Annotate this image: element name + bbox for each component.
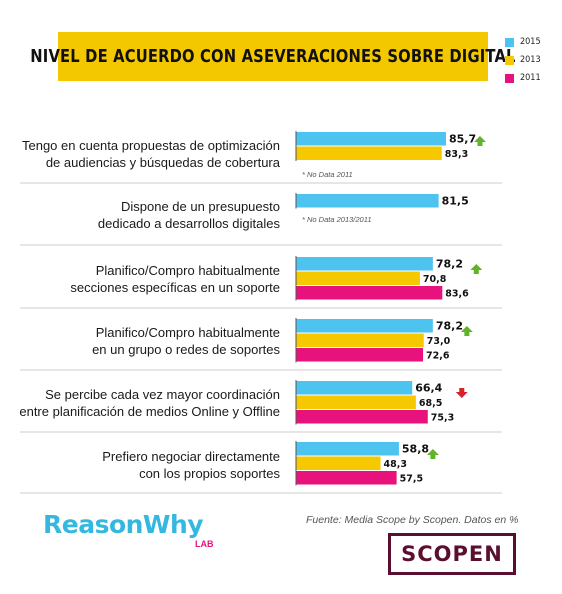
no-data-note: * No Data 2011 — [302, 170, 353, 179]
row-label-6: Prefiero negociar directamente con los pr… — [0, 448, 280, 482]
trend-up-arrow-icon — [470, 264, 483, 274]
legend-label-2013: 2013 — [520, 55, 541, 65]
legend-item-2013: 2013 — [505, 51, 541, 69]
bar-2015-3 — [296, 257, 433, 271]
bar-2013-5 — [296, 395, 416, 409]
legend-item-2011: 2011 — [505, 69, 541, 87]
row-label-line: Tengo en cuenta propuestas de optimizaci… — [21, 138, 280, 153]
bar-2011-3 — [296, 286, 443, 300]
row-label-line: de audiencias y búsquedas de cobertura — [45, 155, 280, 170]
data-label-2013-6: 48,3 — [384, 459, 407, 470]
trend-up-arrow-icon — [426, 449, 439, 459]
row-label-line: con los propios soportes — [139, 466, 280, 481]
data-label-2013-5: 68,5 — [419, 398, 442, 409]
row-label-4: Planifico/Compro habitualmente en un grup… — [0, 324, 280, 358]
row-label-line: Dispone de un presupuesto — [120, 199, 280, 214]
legend-swatch-2013 — [505, 55, 514, 65]
bar-2011-4 — [296, 348, 424, 362]
bar-2013-4 — [296, 333, 424, 347]
legend-swatch-2011 — [505, 73, 514, 83]
legend-swatch-2015 — [505, 37, 514, 47]
trend-up-arrow-icon — [473, 136, 486, 146]
row-label-line: dedicado a desarrollos digitales — [97, 216, 280, 231]
bar-2015-1 — [296, 132, 446, 146]
bar-2011-5 — [296, 410, 428, 424]
source-note: Fuente: Media Scope by Scopen. Datos en … — [306, 514, 519, 526]
bar-2013-6 — [296, 456, 381, 470]
reasonwhy-logo: ReasonWhy LAB — [43, 510, 214, 549]
data-label-2013-3: 70,8 — [423, 274, 447, 285]
chart-title: NIVEL DE ACUERDO CON ASEVERACIONES SOBRE… — [30, 46, 516, 67]
scopen-wordmark: SCOPEN — [401, 542, 503, 566]
data-label-2011-4: 72,6 — [426, 351, 450, 362]
legend-label-2015: 2015 — [520, 37, 541, 47]
reasonwhy-lab-tag: LAB — [195, 539, 214, 549]
row-label-line: entre planificación de medios Online y O… — [19, 404, 280, 419]
legend-item-2015: 2015 — [505, 33, 541, 51]
row-label-1: Tengo en cuenta propuestas de optimizaci… — [0, 137, 280, 171]
data-label-2013-1: 83,3 — [445, 149, 468, 160]
data-label-2011-5: 75,3 — [431, 413, 454, 424]
bar-2011-6 — [296, 471, 397, 485]
row-label-line: Se percibe cada vez mayor coordinación — [45, 387, 280, 402]
reasonwhy-wordmark: ReasonWhy — [43, 510, 204, 539]
row-label-5: Se percibe cada vez mayor coordinación en… — [0, 386, 280, 420]
bar-2013-1 — [296, 146, 442, 160]
bar-2015-4 — [296, 319, 433, 333]
data-label-2015-1: 85,7 — [449, 133, 476, 146]
legend-label-2011: 2011 — [520, 73, 541, 83]
row-label-2: Dispone de un presupuesto dedicado a desa… — [0, 198, 280, 232]
data-label-2015-4: 78,2 — [436, 320, 463, 333]
row-label-line: Planifico/Compro habitualmente — [95, 263, 280, 278]
bar-2013-3 — [296, 271, 420, 285]
data-label-2015-5: 66,4 — [415, 382, 442, 395]
bar-2015-5 — [296, 381, 413, 395]
data-label-2015-2: 81,5 — [442, 195, 469, 208]
bar-2015-2 — [296, 194, 439, 208]
bar-chart: 85,7 83,3 * No Data 2011 81,5 * No Data 2013… — [20, 131, 502, 494]
row-label-3: Planifico/Compro habitualmente secciones … — [0, 262, 280, 296]
data-label-2011-6: 57,5 — [400, 474, 423, 485]
legend: 2015 2013 2011 — [505, 33, 541, 87]
row-label-line: en un grupo o redes de soportes — [92, 342, 280, 357]
data-label-2015-3: 78,2 — [436, 258, 463, 271]
trend-up-arrow-icon — [460, 326, 473, 336]
row-label-line: Prefiero negociar directamente — [102, 449, 280, 464]
data-label-2013-4: 73,0 — [427, 336, 451, 347]
bar-2015-6 — [296, 442, 399, 456]
data-label-2011-3: 83,6 — [445, 289, 469, 300]
row-label-line: secciones específicas en un soporte — [70, 280, 280, 295]
no-data-note: * No Data 2013/2011 — [302, 215, 372, 224]
scopen-logo: SCOPEN — [388, 533, 516, 575]
trend-down-arrow-icon — [455, 388, 468, 398]
data-label-2015-6: 58,8 — [402, 443, 429, 456]
chart-title-box: NIVEL DE ACUERDO CON ASEVERACIONES SOBRE… — [30, 32, 516, 81]
row-label-line: Planifico/Compro habitualmente — [95, 325, 280, 340]
